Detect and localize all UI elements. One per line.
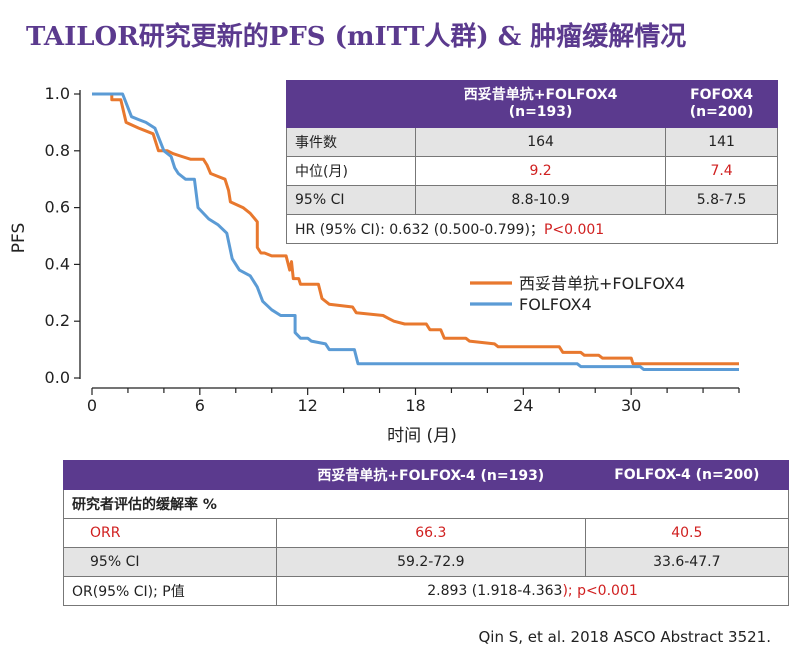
- table-row: 中位(月) 9.2 7.4: [286, 156, 778, 186]
- y-tick-label: 1.0: [45, 84, 70, 103]
- row-label: ORR: [63, 518, 277, 548]
- legend-label: FOLFOX4: [519, 295, 592, 314]
- table-row: 95% CI 59.2-72.9 33.6-47.7: [63, 547, 790, 577]
- response-rate-table: 西妥昔单抗+FOLFOX-4 (n=193) FOLFOX-4 (n=200) …: [63, 460, 790, 606]
- row-label: 95% CI: [63, 547, 277, 577]
- table-row: 事件数 164 141: [286, 127, 778, 157]
- row-label: 中位(月): [286, 156, 416, 186]
- row-label: OR(95% CI); P值: [63, 576, 277, 606]
- x-tick-label: 30: [621, 396, 641, 415]
- citation: Qin S, et al. 2018 ASCO Abstract 3521.: [478, 628, 771, 646]
- median-cetuximab: 9.2: [414, 156, 667, 186]
- table-row: ORR 66.3 40.5: [63, 518, 790, 548]
- events-cetuximab: 164: [414, 127, 667, 157]
- table-row: 95% CI 8.8-10.9 5.8-7.5: [286, 185, 778, 215]
- ci-folfox: 5.8-7.5: [665, 185, 778, 215]
- pfs-header-folfox: FOFOX4 (n=200): [665, 80, 778, 128]
- series-line-1: [92, 92, 739, 366]
- pfs-summary-table: 西妥昔单抗+FOLFOX4 (n=193) FOFOX4 (n=200) 事件数…: [286, 80, 778, 244]
- series-line-2: [92, 92, 739, 371]
- table-row: OR(95% CI); P值 2.893 (1.918-4.363); p<0.…: [63, 576, 789, 606]
- x-axis-label: 时间 (月): [387, 426, 457, 446]
- table-row: 研究者评估的缓解率 %: [63, 489, 789, 519]
- section-label: 研究者评估的缓解率 %: [63, 489, 789, 519]
- page-title: TAILOR研究更新的PFS (mITT人群) & 肿瘤缓解情况: [26, 22, 687, 52]
- orr-ci-cetuximab: 59.2-72.9: [276, 547, 586, 577]
- or-value: 2.893 (1.918-4.363: [427, 583, 563, 599]
- pfs-header-blank: [286, 80, 416, 128]
- pfs-header-cetuximab: 西妥昔单抗+FOLFOX4 (n=193): [414, 80, 667, 128]
- x-tick-label: 24: [513, 396, 533, 415]
- x-tick-label: 6: [195, 396, 205, 415]
- y-axis-label: PFS: [9, 223, 29, 254]
- row-label: 事件数: [286, 127, 416, 157]
- y-tick-label: 0.8: [45, 141, 70, 160]
- x-tick-label: 0: [87, 396, 97, 415]
- events-folfox: 141: [665, 127, 778, 157]
- ci-cetuximab: 8.8-10.9: [414, 185, 667, 215]
- x-tick-label: 12: [297, 396, 317, 415]
- table-row: HR (95% CI): 0.632 (0.500-0.799)；P<0.001: [286, 214, 778, 244]
- y-tick-label: 0.0: [45, 368, 70, 387]
- orr-cetuximab: 66.3: [276, 518, 586, 548]
- hazard-ratio: HR (95% CI): 0.632 (0.500-0.799)；P<0.001: [286, 214, 778, 244]
- row-label: 95% CI: [286, 185, 416, 215]
- y-tick-label: 0.4: [45, 254, 70, 273]
- y-tick-label: 0.6: [45, 198, 70, 217]
- hr-text: HR (95% CI): 0.632 (0.500-0.799)；: [295, 222, 544, 238]
- orr-header-cetuximab: 西妥昔单抗+FOLFOX-4 (n=193): [276, 460, 586, 490]
- median-folfox: 7.4: [665, 156, 778, 186]
- y-tick-label: 0.2: [45, 311, 70, 330]
- orr-folfox: 40.5: [584, 518, 790, 548]
- legend-label: 西妥昔单抗+FOLFOX4: [519, 274, 685, 293]
- orr-header-blank: [63, 460, 277, 490]
- or-p-value: ); p<0.001: [562, 583, 638, 599]
- odds-ratio: 2.893 (1.918-4.363); p<0.001: [276, 576, 789, 606]
- orr-ci-folfox: 33.6-47.7: [584, 547, 790, 577]
- x-tick-label: 18: [405, 396, 425, 415]
- hr-p-value: P<0.001: [543, 222, 605, 238]
- orr-header-folfox: FOLFOX-4 (n=200): [584, 460, 790, 490]
